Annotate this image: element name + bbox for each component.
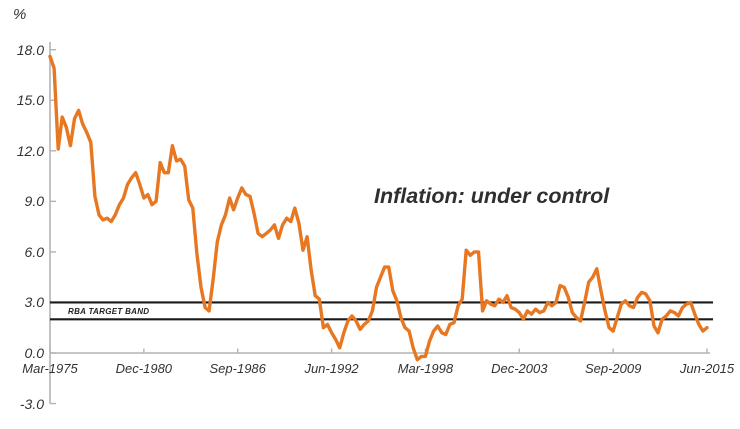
y-tick-label: 9.0 [24, 193, 44, 210]
x-tick-label: Sep-1986 [209, 361, 266, 376]
y-tick-label: 15.0 [16, 92, 44, 109]
y-tick-label: -3.0 [19, 395, 44, 412]
inflation-series-line [48, 54, 709, 362]
y-tick-label: 0.0 [24, 345, 44, 361]
y-tick-label: 12.0 [16, 142, 44, 159]
y-tick-label: 3.0 [24, 294, 44, 311]
x-tick-label: Jun-1992 [304, 361, 359, 376]
y-axis-unit-label: % [13, 6, 27, 23]
x-tick-label: Dec-1980 [115, 361, 173, 376]
y-tick-label: 6.0 [24, 243, 44, 260]
y-tick-label: 18.0 [16, 41, 44, 58]
x-tick-label: Dec-2003 [491, 361, 548, 376]
chart-title: Inflation: under control [374, 184, 610, 208]
x-tick-label: Jun-2015 [679, 361, 735, 376]
x-tick-label: Mar-1998 [397, 361, 454, 376]
x-tick-label: Sep-2009 [584, 361, 642, 376]
rba-target-band-label: RBA TARGET BAND [68, 307, 150, 316]
x-tick-label: Mar-1975 [22, 361, 78, 376]
